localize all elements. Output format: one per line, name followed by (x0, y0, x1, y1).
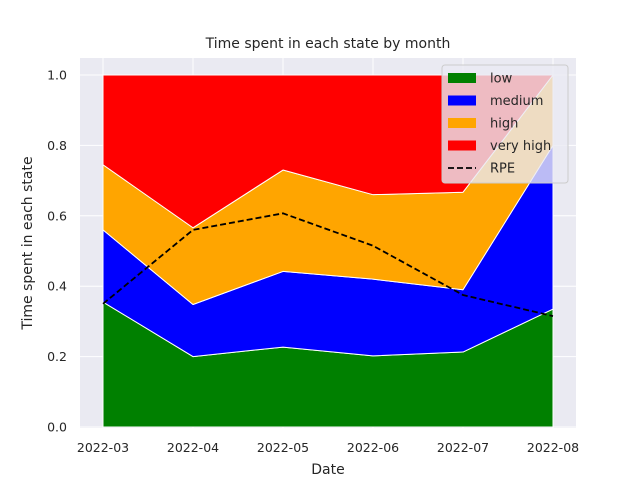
x-axis-label: Date (311, 462, 344, 478)
y-tick-label: 0.8 (47, 138, 67, 153)
legend-label: medium (490, 94, 543, 109)
y-tick-label: 1.0 (47, 68, 67, 83)
y-tick-label: 0.4 (47, 279, 67, 294)
x-tick-label: 2022-03 (77, 440, 129, 455)
rpe-line-group (102, 212, 554, 317)
x-axis-ticks: 2022-03 2022-04 2022-05 2022-06 2022-07 2022-… (77, 440, 579, 455)
x-tick-label: 2022-05 (257, 440, 309, 455)
rpe-line (102, 212, 554, 317)
legend-label: very high (490, 139, 551, 154)
y-tick-label: 0.6 (47, 208, 67, 223)
legend-label: low (490, 72, 513, 87)
legend-swatch-very-high (448, 140, 476, 151)
legend-swatch-high (448, 118, 476, 128)
legend-label: RPE (490, 162, 515, 177)
y-tick-label: 0.2 (47, 349, 67, 364)
x-tick-label: 2022-04 (167, 440, 219, 455)
y-axis-label: Time spent in each state (20, 156, 36, 330)
chart-title: Time spent in each state by month (205, 36, 451, 52)
legend-box (441, 64, 569, 184)
x-tick-label: 2022-06 (347, 440, 399, 455)
x-tick-label: 2022-07 (437, 440, 489, 455)
y-tick-label: 0.0 (47, 420, 67, 435)
y-axis-ticks: 0.0 0.2 0.4 0.6 0.8 1.0 (47, 68, 67, 435)
legend-swatch-medium (448, 95, 476, 106)
legend: low medium high very high RPE (441, 64, 569, 184)
x-tick-label: 2022-08 (527, 440, 579, 455)
legend-label: high (490, 117, 518, 132)
legend-swatch-low (448, 73, 476, 83)
